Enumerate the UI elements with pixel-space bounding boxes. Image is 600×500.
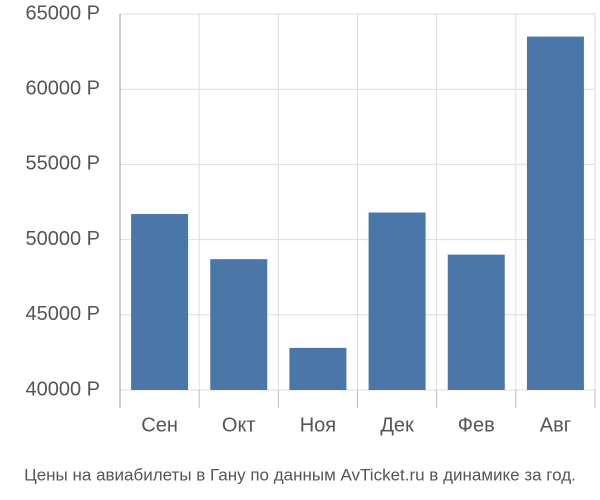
x-tick-label: Дек: [380, 414, 414, 436]
y-tick-label: 40000 Р: [25, 378, 100, 400]
y-tick-label: 65000 Р: [25, 2, 100, 24]
bar: [447, 254, 505, 390]
x-tick-label: Авг: [540, 414, 571, 436]
y-tick-label: 45000 Р: [25, 303, 100, 325]
bar: [526, 36, 584, 391]
y-tick-label: 60000 Р: [25, 77, 100, 99]
bar: [131, 214, 189, 390]
bar: [368, 212, 426, 390]
x-tick-label: Сен: [141, 414, 178, 436]
chart-caption: Цены на авиабилеты в Гану по данным AvTi…: [24, 465, 576, 484]
x-tick-label: Окт: [222, 414, 256, 436]
bar: [210, 259, 268, 390]
y-tick-label: 50000 Р: [25, 228, 100, 250]
x-tick-label: Фев: [458, 414, 495, 436]
x-tick-label: Ноя: [300, 414, 336, 436]
bar: [289, 347, 347, 390]
y-tick-label: 55000 Р: [25, 153, 100, 175]
